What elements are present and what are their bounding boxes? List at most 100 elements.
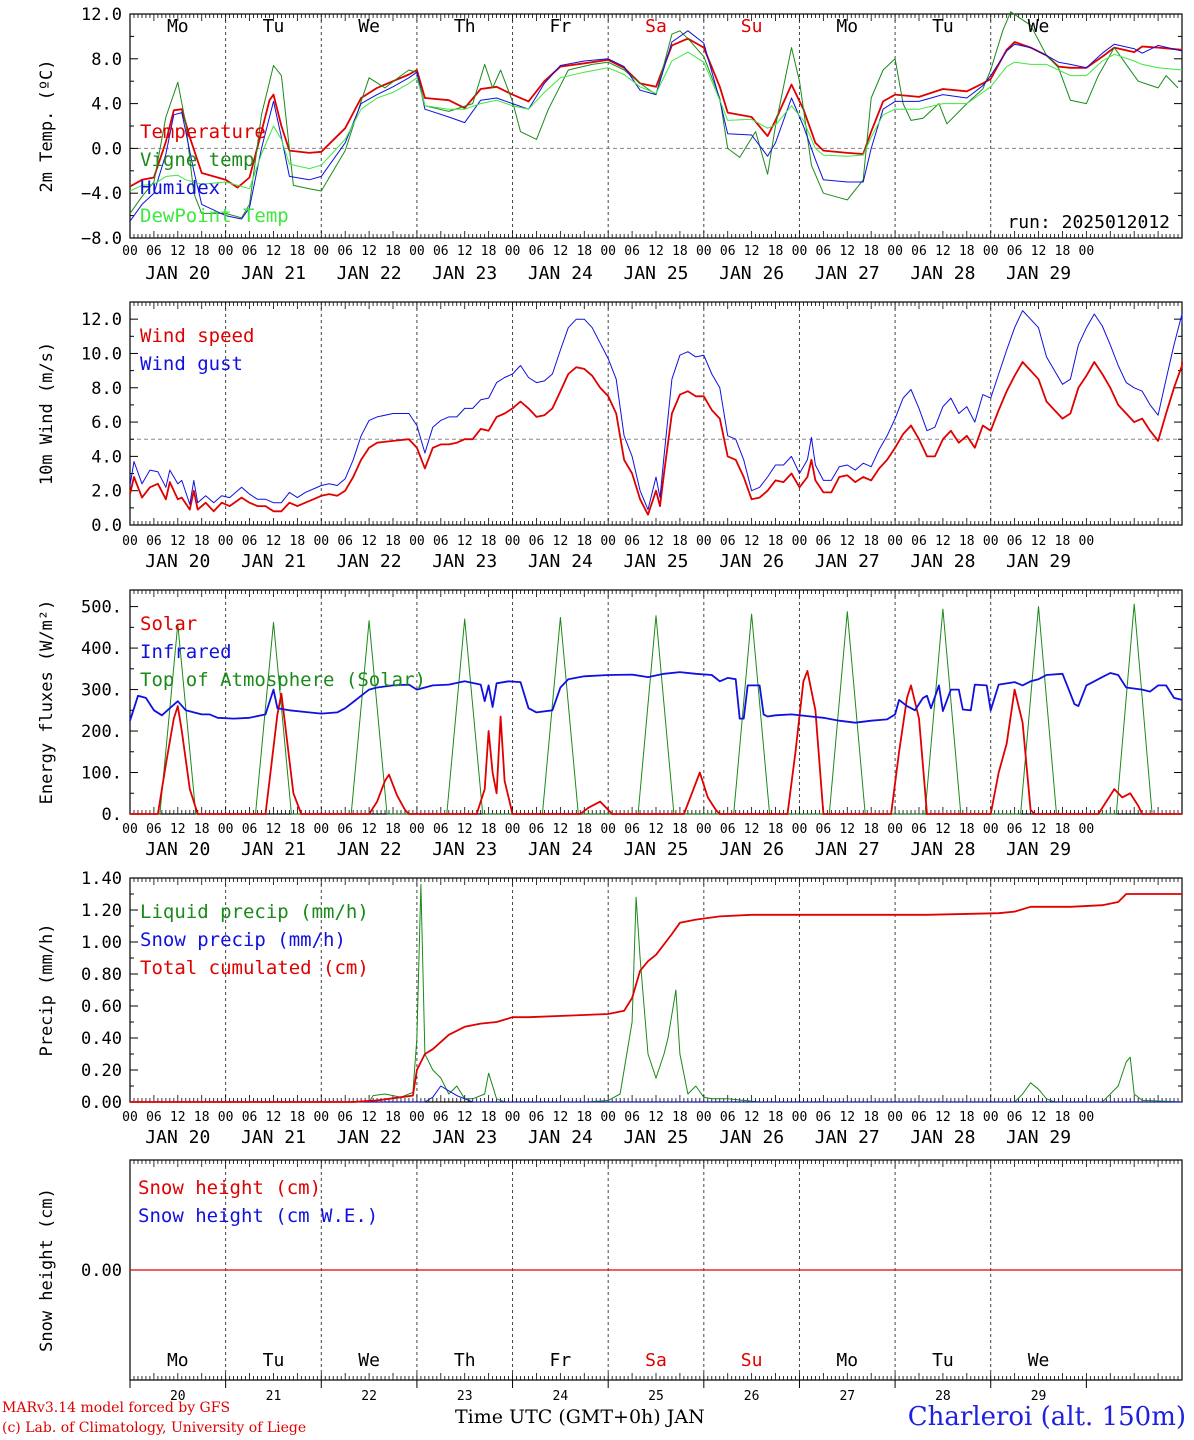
hour-tick-label: 06 <box>433 822 449 837</box>
day-name: Th <box>454 16 476 37</box>
day-name: Mo <box>836 1350 858 1371</box>
hour-tick-label: 06 <box>816 1110 832 1125</box>
hour-tick-label: 18 <box>672 822 688 837</box>
legend-entry: Vigne temp <box>140 149 254 171</box>
hour-tick-label: 00 <box>1079 1110 1095 1125</box>
legend-entry: Temperature <box>140 121 266 143</box>
hour-tick-label: 12 <box>744 822 760 837</box>
y-tick-label: −4.0 <box>81 184 122 204</box>
hour-tick-label: 00 <box>792 822 808 837</box>
hour-tick-label: 12 <box>648 244 664 259</box>
hour-tick-label: 18 <box>672 244 688 259</box>
hour-tick-label: 18 <box>481 244 497 259</box>
date-label: JAN 29 <box>1006 551 1071 572</box>
date-label: JAN 28 <box>910 839 975 860</box>
date-label: JAN 21 <box>241 263 306 284</box>
hour-tick-label: 00 <box>505 1110 521 1125</box>
hour-tick-label: 00 <box>600 1110 616 1125</box>
legend-entry: DewPoint Temp <box>140 205 289 227</box>
hour-tick-label: 06 <box>146 244 162 259</box>
day-name: Fr <box>550 16 572 37</box>
hour-tick-label: 12 <box>457 1110 473 1125</box>
day-name: Fr <box>550 1350 572 1371</box>
series-line-solar <box>130 670 1182 815</box>
day-number: 25 <box>648 1389 664 1404</box>
panel-3 <box>129 589 1183 815</box>
y-tick-label: 1.00 <box>81 933 122 953</box>
legend-entry: Snow height (cm) <box>138 1177 321 1199</box>
hour-tick-label: 06 <box>1007 534 1023 549</box>
hour-tick-label: 06 <box>1007 822 1023 837</box>
hour-tick-label: 06 <box>529 244 545 259</box>
y-tick-label: 0. <box>102 805 122 825</box>
day-number: 21 <box>266 1389 282 1404</box>
y-axis-label: 2m Temp. (ºC) <box>37 59 57 192</box>
legend-entry: Solar <box>140 613 197 635</box>
y-tick-label: 0.80 <box>81 965 122 985</box>
hour-tick-label: 12 <box>1031 534 1047 549</box>
legend-entry: Top of Atmosphere (Solar) <box>140 669 426 691</box>
hour-tick-label: 12 <box>266 822 282 837</box>
date-label: JAN 29 <box>1006 839 1071 860</box>
hour-tick-label: 06 <box>911 1110 927 1125</box>
date-label: JAN 28 <box>910 263 975 284</box>
date-label: JAN 25 <box>623 263 688 284</box>
hour-tick-label: 18 <box>576 244 592 259</box>
hour-tick-label: 18 <box>959 1110 975 1125</box>
hour-tick-label: 00 <box>983 1110 999 1125</box>
hour-tick-label: 00 <box>983 244 999 259</box>
y-tick-label: 0.60 <box>81 997 122 1017</box>
date-label: JAN 26 <box>719 839 784 860</box>
hour-tick-label: 06 <box>242 244 258 259</box>
y-tick-label: 1.20 <box>81 901 122 921</box>
hour-tick-label: 12 <box>935 534 951 549</box>
date-label: JAN 28 <box>910 1127 975 1148</box>
run-annotation: run: 2025012012 <box>1007 212 1170 233</box>
date-label: JAN 24 <box>528 263 593 284</box>
y-tick-label: 8.0 <box>91 50 122 70</box>
hour-tick-label: 00 <box>983 822 999 837</box>
y-tick-label: 0.40 <box>81 1029 122 1049</box>
date-label: JAN 24 <box>528 839 593 860</box>
hour-tick-label: 18 <box>385 534 401 549</box>
hour-tick-label: 18 <box>576 1110 592 1125</box>
hour-tick-label: 06 <box>1007 244 1023 259</box>
hour-tick-label: 18 <box>863 822 879 837</box>
hour-tick-label: 00 <box>887 1110 903 1125</box>
day-name: Sa <box>645 1350 667 1371</box>
hour-tick-label: 00 <box>122 822 138 837</box>
hour-tick-label: 00 <box>409 822 425 837</box>
lab-credit: (c) Lab. of Climatology, University of L… <box>2 1420 307 1436</box>
hour-tick-label: 12 <box>170 822 186 837</box>
hour-tick-label: 06 <box>624 1110 640 1125</box>
hour-tick-label: 06 <box>529 534 545 549</box>
hour-tick-label: 06 <box>433 1110 449 1125</box>
hour-tick-label: 00 <box>122 1110 138 1125</box>
date-label: JAN 20 <box>145 551 210 572</box>
hour-tick-label: 18 <box>481 534 497 549</box>
series-line-humidex <box>129 30 1183 222</box>
y-tick-label: 400. <box>81 639 122 659</box>
day-name: Mo <box>836 16 858 37</box>
legend-entry: Snow precip (mm/h) <box>140 929 346 951</box>
series-line-wind-speed <box>129 361 1183 516</box>
hour-tick-label: 06 <box>337 1110 353 1125</box>
hour-tick-label: 18 <box>959 822 975 837</box>
hour-tick-label: 18 <box>1055 534 1071 549</box>
y-tick-label: 2.0 <box>91 482 122 502</box>
hour-tick-label: 12 <box>648 1110 664 1125</box>
day-name: Sa <box>645 16 667 37</box>
series-line-total-cumulated-cm- <box>130 893 1182 1103</box>
hour-tick-label: 12 <box>839 822 855 837</box>
y-tick-label: 0.0 <box>91 139 122 159</box>
y-tick-label: −8.0 <box>81 229 122 249</box>
hour-tick-label: 00 <box>218 822 234 837</box>
panel-2 <box>129 301 1183 526</box>
hour-tick-label: 12 <box>266 534 282 549</box>
y-tick-label: 4.0 <box>91 95 122 115</box>
hour-tick-label: 00 <box>218 1110 234 1125</box>
day-name: We <box>358 1350 380 1371</box>
date-label: JAN 23 <box>432 1127 497 1148</box>
hour-tick-label: 18 <box>959 244 975 259</box>
hour-tick-label: 12 <box>553 1110 569 1125</box>
